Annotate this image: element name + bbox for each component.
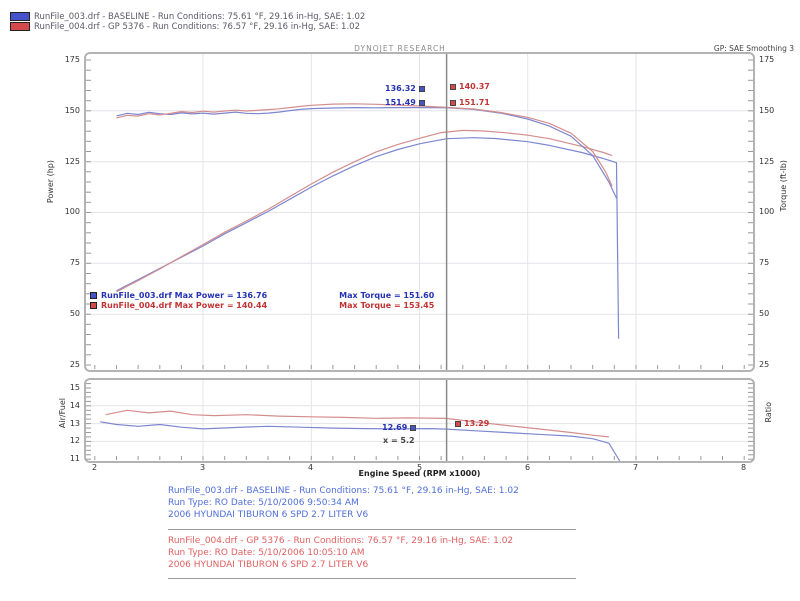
cursor-marker-mod-icon <box>450 99 456 106</box>
axis-tick-label: 125 <box>759 157 775 166</box>
cursor-power-mod-label: 140.37 <box>450 82 490 91</box>
footer-mod-block: RunFile_004.drf - GP 5376 - Run Conditio… <box>168 535 513 571</box>
chart-title: DYNOJET RESEARCH <box>354 44 446 53</box>
axis-tick-label: 150 <box>759 106 775 115</box>
baseline-torque-curve <box>116 106 618 199</box>
run1-color-swatch <box>10 12 30 21</box>
baseline-power-curve <box>116 137 620 339</box>
axis-tick-label: 2 <box>92 463 98 472</box>
afr-right-axis-title: Ratio <box>764 402 773 423</box>
axis-tick-label: 175 <box>759 55 775 64</box>
legend-swatch-baseline <box>90 292 97 299</box>
axis-tick-label: 100 <box>759 207 775 216</box>
axis-tick-label: 8 <box>741 463 747 472</box>
cursor-torque-mod-value: 151.71 <box>459 98 490 107</box>
mod-power-curve <box>116 129 613 293</box>
cursor-torque-baseline-label: 151.49 <box>385 98 425 107</box>
footer-divider <box>168 578 576 579</box>
legend-swatch-mod <box>90 302 97 309</box>
legend-mod-torque: Max Torque = 153.45 <box>339 301 435 310</box>
legend-mod-power: RunFile_004.drf Max Power = 140.44 <box>101 301 268 310</box>
footer-baseline-line3: 2006 HYUNDAI TIBURON 6 SPD 2.7 LITER V6 <box>168 510 369 520</box>
axis-tick-label: 11 <box>69 454 80 463</box>
footer-mod-line2: Run Type: RO Date: 5/10/2006 10:05:10 AM <box>168 548 365 558</box>
run2-color-swatch <box>10 22 30 31</box>
footer-baseline-block: RunFile_003.drf - BASELINE - Run Conditi… <box>168 485 519 521</box>
footer-mod-line1: RunFile_004.drf - GP 5376 - Run Conditio… <box>168 536 514 546</box>
cursor-power-baseline-value: 136.32 <box>385 84 416 93</box>
axis-tick-label: 125 <box>64 157 80 166</box>
cursor-afr-baseline-value: 12.69 <box>382 423 408 432</box>
cursor-power-baseline-label: 136.32 <box>385 84 425 93</box>
cursor-marker-mod-icon <box>450 83 456 90</box>
run2-header-line: RunFile_004.drf - GP 5376 - Run Conditio… <box>34 22 360 32</box>
footer-mod-line3: 2006 HYUNDAI TIBURON 6 SPD 2.7 LITER V6 <box>168 560 369 570</box>
afr-chart <box>86 380 753 462</box>
axis-tick-label: 5 <box>417 463 423 472</box>
baseline-afr-curve <box>100 421 621 462</box>
smoothing-label: GP: SAE Smoothing 3 <box>713 44 794 53</box>
axis-tick-label: 15 <box>69 383 80 392</box>
axis-tick-label: 50 <box>69 309 80 318</box>
run1-header-line: RunFile_003.drf - BASELINE - Run Conditi… <box>34 12 366 22</box>
cursor-marker-mod-icon <box>455 420 461 427</box>
torque-axis-title: Torque (ft-lb) <box>779 160 788 212</box>
cursor-afr-mod-label: 13.29 <box>455 419 489 428</box>
axis-tick-label: 6 <box>525 463 531 472</box>
axis-tick-label: 3 <box>200 463 206 472</box>
x-axis-title: Engine Speed (RPM x1000) <box>358 469 481 478</box>
cursor-afr-baseline-label: 12.69 <box>382 423 417 432</box>
cursor-torque-mod-label: 151.71 <box>450 98 490 107</box>
power-axis-title: Power (hp) <box>46 160 55 204</box>
axis-tick-label: 7 <box>633 463 639 472</box>
mod-afr-curve <box>105 409 609 438</box>
axis-tick-label: 75 <box>759 258 770 267</box>
footer-baseline-line1: RunFile_003.drf - BASELINE - Run Conditi… <box>168 486 519 496</box>
axis-tick-label: 25 <box>69 360 80 369</box>
axis-tick-label: 12 <box>69 436 80 445</box>
cursor-power-mod-value: 140.37 <box>459 82 490 91</box>
cursor-afr-mod-value: 13.29 <box>464 419 490 428</box>
axis-tick-label: 4 <box>308 463 314 472</box>
axis-tick-label: 75 <box>69 258 80 267</box>
legend-baseline-torque: Max Torque = 151.60 <box>339 291 435 300</box>
axis-tick-label: 150 <box>64 106 80 115</box>
cursor-rpm-value: x = 5.2 <box>383 436 415 445</box>
axis-tick-label: 50 <box>759 309 770 318</box>
cursor-rpm-label: x = 5.2 <box>383 436 415 445</box>
legend-baseline-power: RunFile_003.drf Max Power = 136.76 <box>101 291 268 300</box>
axis-tick-label: 25 <box>759 360 770 369</box>
cursor-marker-baseline-icon <box>418 99 425 106</box>
cursor-torque-baseline-value: 151.49 <box>385 98 416 107</box>
mod-torque-curve <box>116 103 613 187</box>
axis-tick-label: 100 <box>64 207 80 216</box>
axis-tick-label: 14 <box>69 401 80 410</box>
footer-divider <box>168 529 576 530</box>
footer-baseline-line2: Run Type: RO Date: 5/10/2006 9:50:34 AM <box>168 498 359 508</box>
cursor-marker-baseline-icon <box>418 85 425 92</box>
cursor-marker-baseline-icon <box>410 424 417 431</box>
legend-row-baseline: RunFile_003.drf Max Power = 136.76 Max T… <box>90 291 434 300</box>
power-torque-chart <box>86 54 753 370</box>
axis-tick-label: 13 <box>69 419 80 428</box>
legend-row-mod: RunFile_004.drf Max Power = 140.44 Max T… <box>90 301 434 310</box>
axis-tick-label: 175 <box>64 55 80 64</box>
